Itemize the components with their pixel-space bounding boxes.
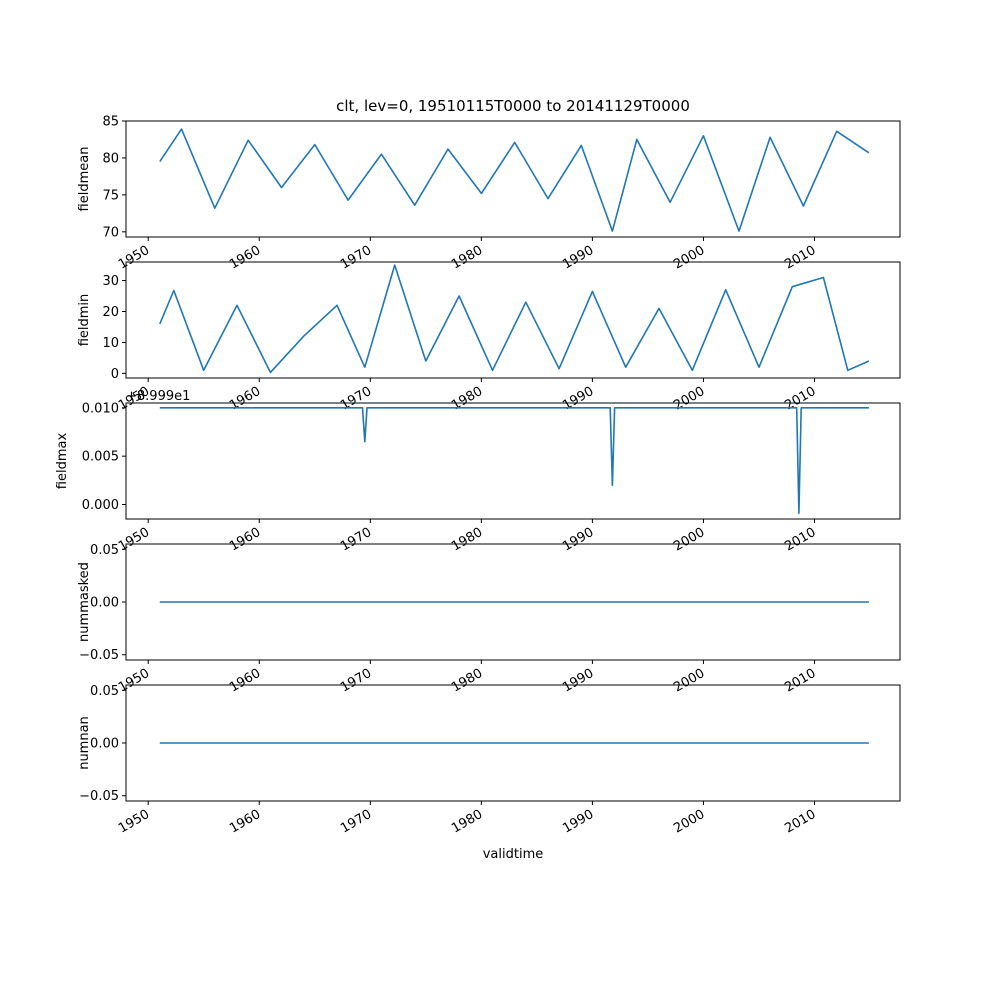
y-tick-label-fieldmean-1: 75 xyxy=(102,188,119,203)
y-tick-label-nummasked-0: −0.05 xyxy=(79,648,119,663)
x-tick-label-fieldmin-5: 2000 xyxy=(671,384,707,414)
x-tick-label-fieldmin-2: 1970 xyxy=(338,384,374,414)
x-tick-label-fieldmax-1: 1960 xyxy=(227,525,263,555)
x-tick-label-numnan-0: 1950 xyxy=(116,807,152,837)
y-tick-label-fieldmean-3: 85 xyxy=(102,115,119,130)
x-tick-label-fieldmax-4: 1990 xyxy=(560,525,596,555)
x-tick-label-numnan-6: 2010 xyxy=(782,807,818,837)
series-line-fieldmean-0 xyxy=(159,128,870,232)
y-tick-label-fieldmax-2: 0.010 xyxy=(82,401,119,416)
x-tick-label-nummasked-4: 1990 xyxy=(560,666,596,696)
axes-frame-fieldmax xyxy=(125,402,901,520)
panel-numnan: 1950 1960 1970 1980 1990 2000 2010 −0.05 0.00 0.0… xyxy=(77,684,901,837)
series-line-fieldmin-0 xyxy=(159,264,870,374)
y-tick-label-fieldmax-0: 0.000 xyxy=(82,498,119,513)
x-tick-label-fieldmin-1: 1960 xyxy=(227,384,263,414)
y-tick-label-numnan-0: −0.05 xyxy=(79,789,119,804)
panel-fieldmin: 1950 1960 1970 1980 1990 2000 20100102030field… xyxy=(77,261,901,414)
y-axis-label-fieldmin: fieldmin xyxy=(77,294,92,347)
x-tick-label-numnan-4: 1990 xyxy=(560,807,596,837)
y-tick-label-nummasked-1: 0.00 xyxy=(90,596,119,611)
y-offset-text-fieldmax: +8.999e1 xyxy=(126,389,190,404)
y-axis-label-fieldmean: fieldmean xyxy=(77,147,92,212)
x-tick-label-fieldmax-0: 1950 xyxy=(116,525,152,555)
axes-frame-fieldmean xyxy=(125,120,901,238)
x-tick-label-nummasked-5: 2000 xyxy=(671,666,707,696)
x-tick-label-nummasked-0: 1950 xyxy=(116,666,152,696)
series-line-fieldmax-0 xyxy=(159,406,869,515)
x-tick-label-fieldmin-3: 1980 xyxy=(449,384,485,414)
panels: 1950 1960 1970 1980 1990 2000 201070758085fiel… xyxy=(55,115,901,837)
y-tick-label-fieldmean-0: 70 xyxy=(102,225,119,240)
x-tick-label-numnan-3: 1980 xyxy=(449,807,485,837)
x-tick-label-fieldmax-6: 2010 xyxy=(782,525,818,555)
y-tick-label-fieldmax-1: 0.005 xyxy=(82,450,119,465)
axes-frame-fieldmin xyxy=(125,261,901,379)
y-tick-label-fieldmin-3: 30 xyxy=(102,274,119,289)
x-tick-label-fieldmax-5: 2000 xyxy=(671,525,707,555)
y-axis-label-numnan: numnan xyxy=(77,716,92,770)
x-tick-label-nummasked-1: 1960 xyxy=(227,666,263,696)
y-tick-label-nummasked-2: 0.05 xyxy=(90,543,119,558)
x-tick-label-fieldmean-6: 2010 xyxy=(782,243,818,273)
y-tick-label-fieldmean-2: 80 xyxy=(102,151,119,166)
y-tick-label-fieldmin-0: 0 xyxy=(111,367,119,382)
x-tick-label-fieldmean-2: 1970 xyxy=(338,243,374,273)
y-tick-label-numnan-2: 0.05 xyxy=(90,684,119,699)
panel-nummasked: 1950 1960 1970 1980 1990 2000 2010 −0.05 0.00 0.0… xyxy=(77,543,901,696)
x-tick-label-fieldmax-2: 1970 xyxy=(338,525,374,555)
x-tick-label-fieldmin-4: 1990 xyxy=(560,384,596,414)
panel-fieldmean: 1950 1960 1970 1980 1990 2000 2010 70 75 80 85 fiel… xyxy=(77,115,901,273)
x-tick-label-numnan-2: 1970 xyxy=(338,807,374,837)
x-tick-label-nummasked-2: 1970 xyxy=(338,666,374,696)
x-tick-label-nummasked-3: 1980 xyxy=(449,666,485,696)
y-axis-label-fieldmax: fieldmax xyxy=(55,433,70,490)
y-tick-label-numnan-1: 0.00 xyxy=(90,737,119,752)
y-tick-label-fieldmin-2: 20 xyxy=(102,305,119,320)
x-tick-label-nummasked-6: 2010 xyxy=(782,666,818,696)
y-tick-label-fieldmin-1: 10 xyxy=(102,336,119,351)
x-tick-label-fieldmean-3: 1980 xyxy=(449,243,485,273)
x-tick-label-fieldmean-1: 1960 xyxy=(227,243,263,273)
chart-title: clt, lev=0, 19510115T0000 to 20141129T00… xyxy=(336,97,690,115)
x-tick-label-fieldmean-5: 2000 xyxy=(671,243,707,273)
x-tick-label-fieldmean-4: 1990 xyxy=(560,243,596,273)
x-tick-label-numnan-1: 1960 xyxy=(227,807,263,837)
y-axis-label-nummasked: nummasked xyxy=(77,562,92,642)
panel-fieldmax: 1950 1960 1970 1980 1990 2000 2010 0.000 0.005 0.… xyxy=(55,389,901,555)
x-tick-label-fieldmax-3: 1980 xyxy=(449,525,485,555)
x-tick-label-numnan-5: 2000 xyxy=(671,807,707,837)
x-tick-label-fieldmean-0: 1950 xyxy=(116,243,152,273)
x-axis-label: validtime xyxy=(483,847,544,862)
